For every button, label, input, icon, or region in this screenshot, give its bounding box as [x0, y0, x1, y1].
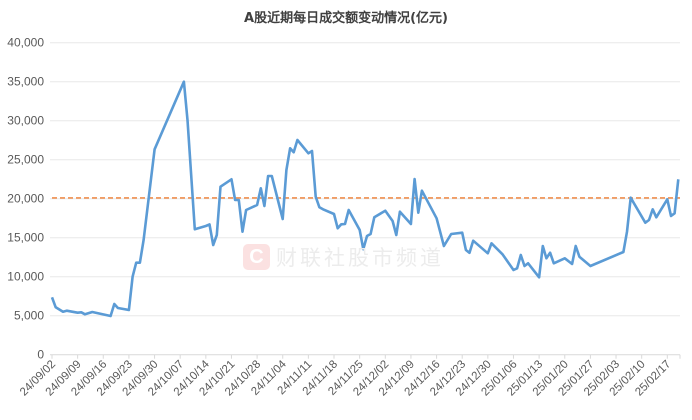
- y-axis-ticks: 0 5,000 10,000 15,000 20,000 25,000 30,000 35,0…: [7, 36, 44, 362]
- chart-title: A股近期每日成交额变动情况(亿元): [244, 11, 448, 26]
- y-tick-label: 35,000: [7, 75, 44, 89]
- y-tick-label: 25,000: [7, 153, 44, 167]
- y-tick-label: 5,000: [14, 309, 44, 323]
- y-tick-label: 15,000: [7, 231, 44, 245]
- gridlines: [50, 42, 680, 356]
- x-axis: 24/09/0224/09/0924/09/1624/09/2324/09/30…: [18, 354, 681, 398]
- watermark: C 财联社股市频道: [243, 242, 444, 272]
- y-tick-label: 0: [37, 348, 44, 362]
- y-tick-label: 40,000: [7, 36, 44, 50]
- y-tick-label: 20,000: [7, 192, 44, 206]
- watermark-text: 财联社股市频道: [276, 246, 444, 270]
- series-line: [50, 80, 680, 318]
- y-tick-label: 10,000: [7, 270, 44, 284]
- y-tick-label: 30,000: [7, 114, 44, 128]
- watermark-logo: C: [243, 244, 270, 270]
- series-group: [50, 80, 680, 318]
